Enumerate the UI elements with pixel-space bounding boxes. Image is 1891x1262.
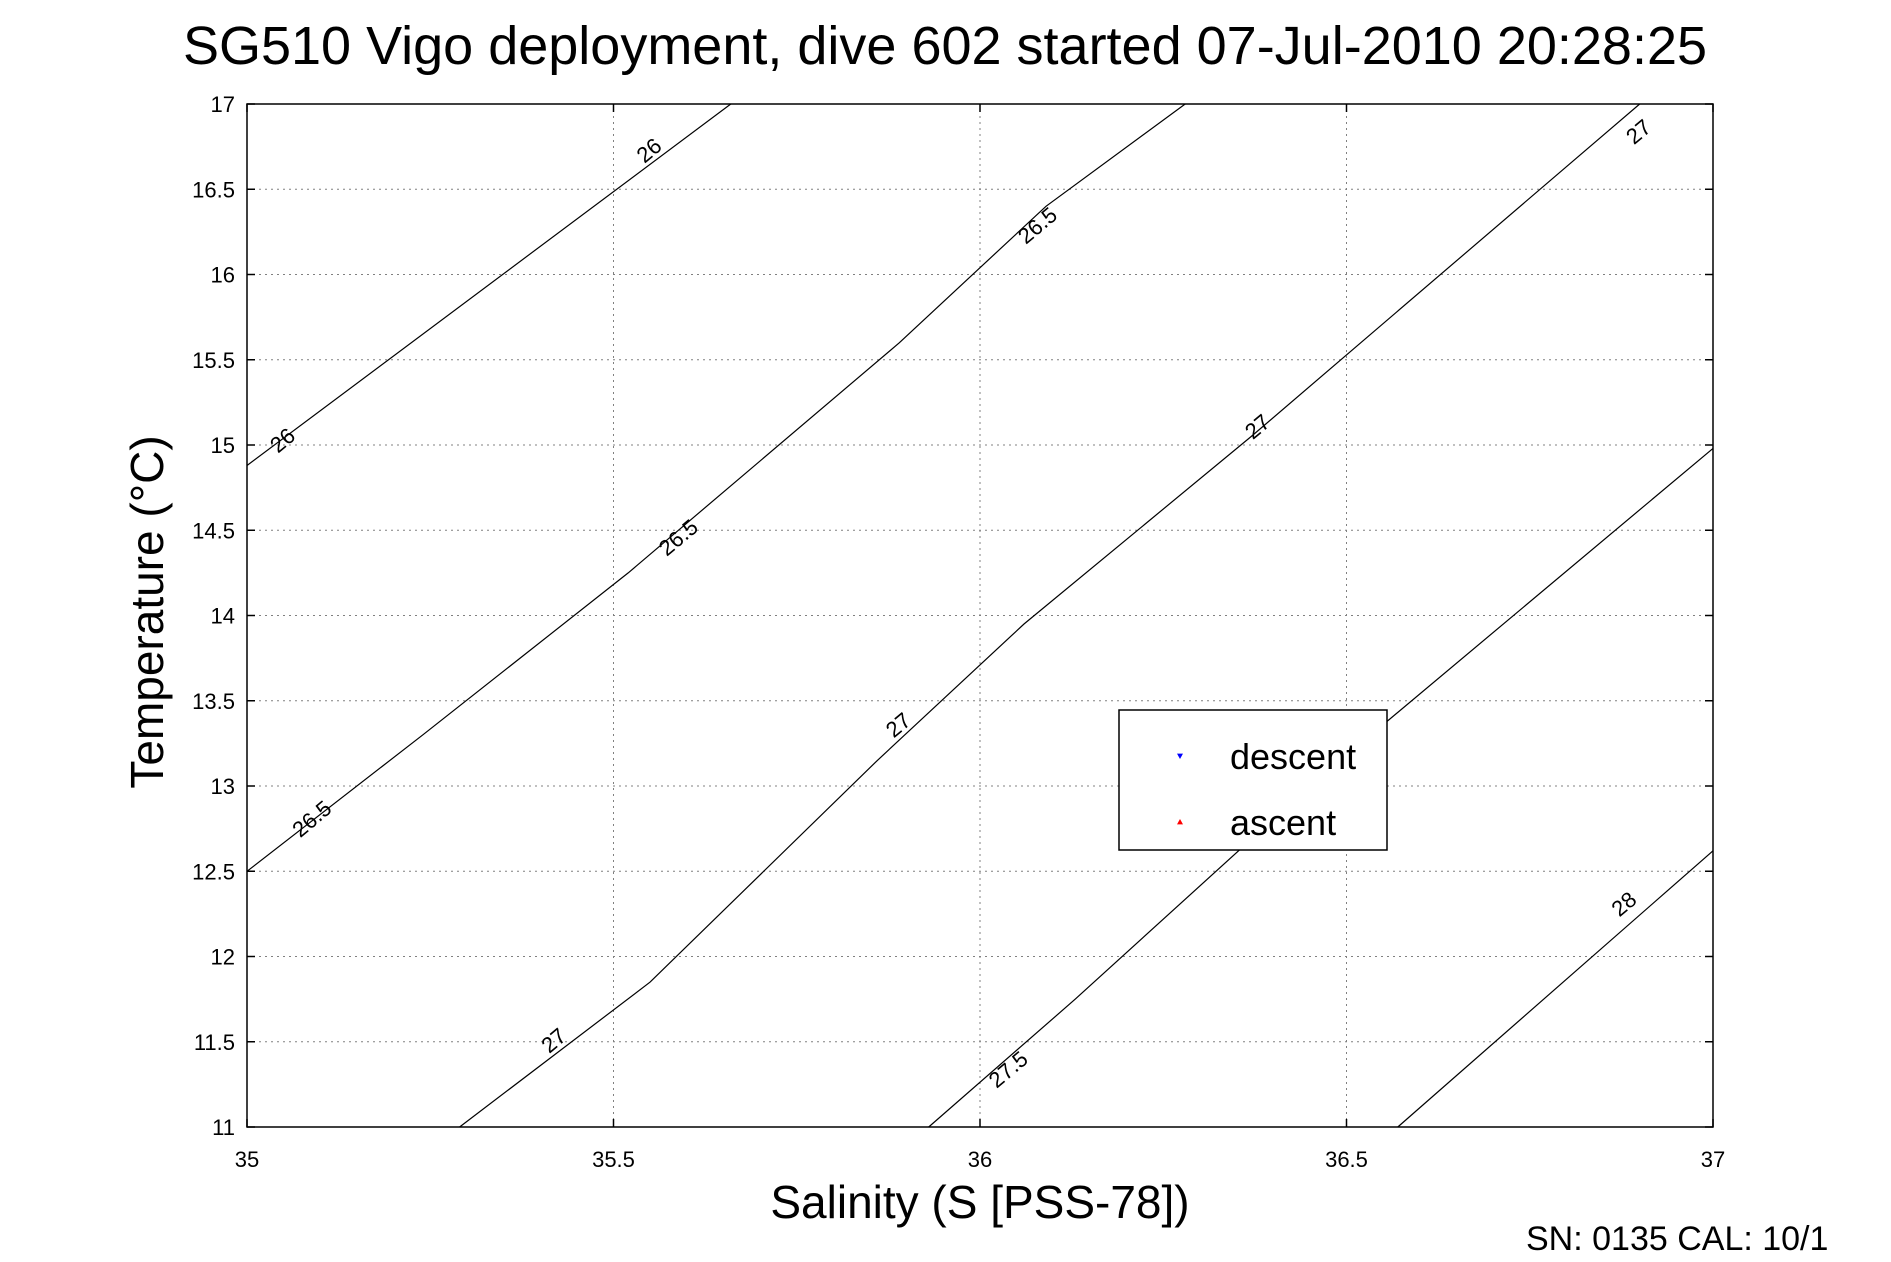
legend-label-descent: descent bbox=[1230, 736, 1356, 777]
y-tick-label: 15.5 bbox=[192, 348, 235, 373]
y-tick-label: 13 bbox=[211, 774, 235, 799]
y-tick-label: 16.5 bbox=[192, 177, 235, 202]
legend: descent ascent bbox=[1118, 709, 1388, 851]
x-axis-label: Salinity (S [PSS-78]) bbox=[770, 1176, 1189, 1228]
density-contour-line bbox=[246, 103, 1186, 872]
y-axis-label: Temperature (°C) bbox=[121, 435, 173, 788]
x-tick-label: 36.5 bbox=[1325, 1147, 1368, 1172]
x-tick-label: 36 bbox=[968, 1147, 992, 1172]
y-tick-labels: 11 11.5 12 12.5 13 13.5 14 14.5 15 15.5 16 16.5 17 bbox=[192, 92, 235, 1140]
y-tick-label: 13.5 bbox=[192, 689, 235, 714]
y-tick-label: 16 bbox=[211, 263, 235, 288]
density-contours bbox=[246, 103, 1714, 1128]
legend-box bbox=[1118, 709, 1388, 851]
legend-marker-descent bbox=[1177, 753, 1183, 759]
y-tick-label: 12.5 bbox=[192, 859, 235, 884]
density-contour-line bbox=[459, 103, 1641, 1128]
grid-lines bbox=[247, 104, 1713, 1127]
density-contour-line bbox=[1397, 850, 1714, 1128]
y-tick-label: 11.5 bbox=[194, 1030, 235, 1055]
y-tick-label: 14.5 bbox=[192, 518, 235, 543]
y-tick-label: 12 bbox=[211, 945, 235, 970]
footer-calibration: SN: 0135 CAL: 10/1 bbox=[1526, 1220, 1828, 1258]
x-tick-label: 35.5 bbox=[592, 1147, 635, 1172]
density-contour-line bbox=[928, 447, 1714, 1128]
x-tick-label: 35 bbox=[235, 1147, 259, 1172]
legend-entries: descent ascent bbox=[1177, 736, 1356, 843]
chart-title: SG510 Vigo deployment, dive 602 started … bbox=[183, 16, 1707, 76]
y-tick-label: 11 bbox=[212, 1115, 235, 1140]
legend-label-ascent: ascent bbox=[1230, 802, 1336, 843]
y-tick-label: 15 bbox=[211, 433, 235, 458]
x-tick-labels: 35 35.5 36 36.5 37 bbox=[235, 1147, 1725, 1172]
axis-ticks bbox=[246, 103, 1714, 1128]
density-contour-line bbox=[246, 103, 732, 466]
y-tick-label: 14 bbox=[211, 604, 235, 629]
legend-marker-ascent bbox=[1177, 819, 1183, 825]
y-tick-label: 17 bbox=[211, 92, 235, 117]
x-tick-label: 37 bbox=[1701, 1147, 1725, 1172]
